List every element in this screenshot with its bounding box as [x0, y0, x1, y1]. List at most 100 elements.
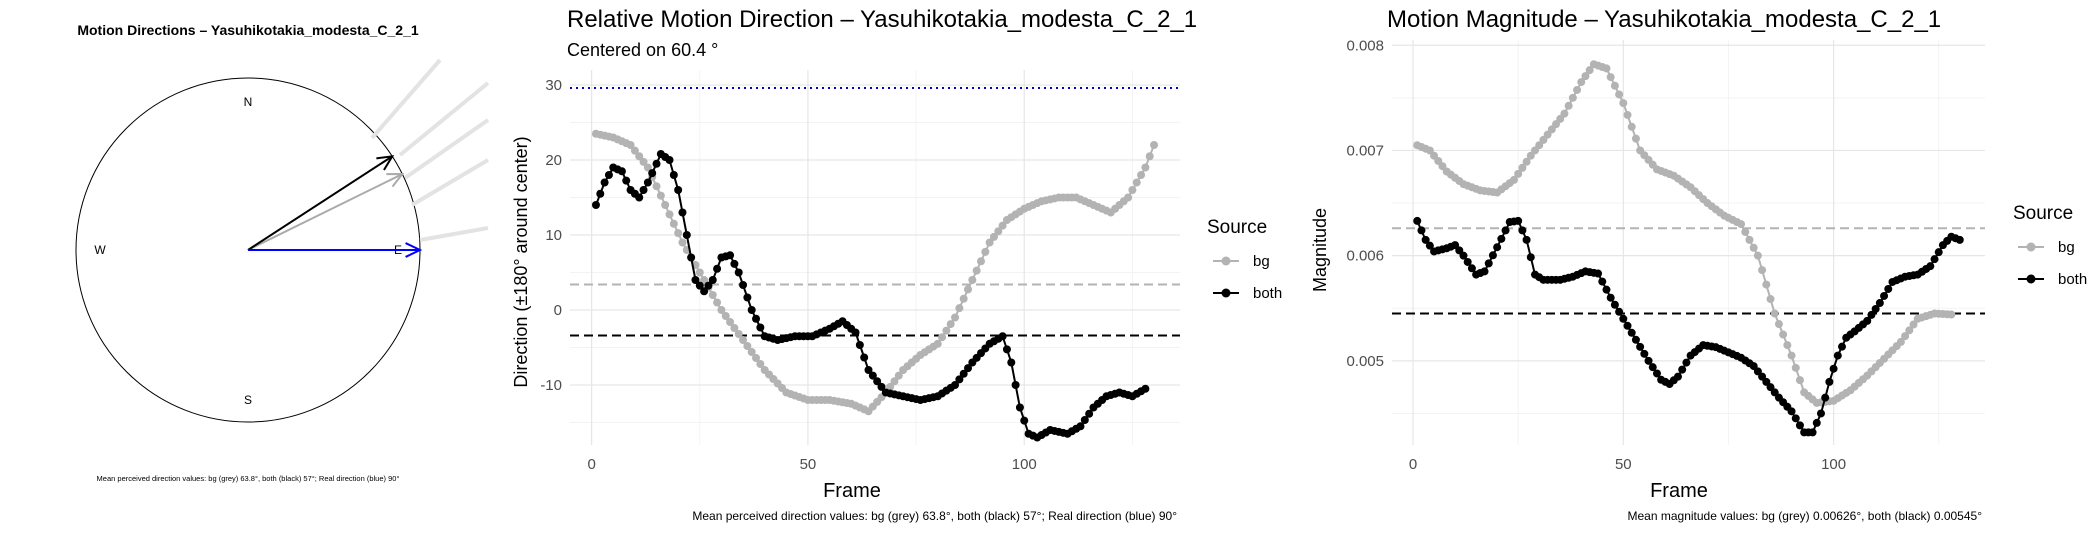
series-bg-point	[639, 157, 648, 166]
series-both-point	[687, 253, 696, 262]
series-both-point	[1884, 284, 1893, 293]
series-bg-point	[1779, 330, 1788, 339]
series-both-point	[1648, 363, 1657, 372]
x-tick-label: 50	[1615, 456, 1632, 473]
series-bg-point	[743, 342, 752, 350]
compass-north-label: N	[244, 95, 253, 109]
x-tick-label: 0	[587, 456, 595, 473]
magnitude-legend-title: Source	[2013, 203, 2073, 224]
direction-legend-title: Source	[1207, 217, 1267, 238]
series-bg-point	[1737, 220, 1746, 229]
series-both-point	[1652, 369, 1661, 378]
series-bg-point	[734, 330, 743, 338]
series-both-point	[691, 276, 700, 284]
series-bg-point	[1124, 193, 1133, 202]
series-both-point	[1080, 416, 1089, 424]
series-both-point	[1459, 251, 1468, 260]
magnitude-footnote: Mean magnitude values: bg (grey) 0.00626…	[1628, 509, 1983, 523]
series-bg-point	[1749, 243, 1758, 252]
series-both-point	[1602, 285, 1611, 294]
series-bg-point	[700, 276, 709, 284]
magnitude-panel: Motion Magnitude – Yasuhikotakia_modesta…	[1310, 6, 2087, 523]
series-bg-point	[1627, 122, 1636, 131]
series-bg-point	[998, 221, 1007, 230]
series-bg-point	[1623, 110, 1632, 119]
sky-line	[403, 118, 490, 180]
series-bg-point	[708, 291, 717, 299]
series-both-point	[635, 193, 644, 202]
compass-west-label: W	[94, 243, 106, 257]
series-both-point	[1829, 364, 1838, 373]
series-both-point	[1480, 267, 1489, 276]
series-both-point	[1497, 234, 1506, 243]
series-both-point	[1930, 255, 1939, 264]
series-bg-line	[1416, 63, 1952, 404]
series-both-point	[1417, 226, 1426, 235]
y-tick-label: -10	[540, 377, 562, 394]
series-bg-point	[1896, 337, 1905, 346]
series-both-point	[713, 264, 722, 273]
series-bg-point	[1745, 235, 1754, 244]
series-bg-point	[1145, 152, 1154, 161]
series-both-point	[1076, 422, 1085, 431]
series-bg-point	[752, 354, 761, 362]
series-bg-point	[946, 320, 955, 329]
magnitude-x-label: Frame	[1650, 480, 1708, 502]
series-bg-point	[1791, 363, 1800, 372]
series-both-point	[1467, 264, 1476, 273]
series-both-point	[1421, 235, 1430, 244]
series-bg-point	[1615, 90, 1624, 99]
direction-reference-lines	[570, 87, 1180, 337]
series-bg-point	[678, 238, 687, 247]
series-bg-point	[1128, 186, 1137, 194]
direction-y-ticks: -10 0 10 20 30	[540, 77, 562, 394]
series-both-point	[1518, 226, 1527, 235]
series-bg-point	[721, 312, 730, 320]
series-bg-point	[959, 294, 968, 303]
series-both-point	[864, 366, 873, 374]
series-both-point	[1812, 418, 1821, 427]
magnitude-grid	[1392, 40, 1985, 445]
series-both-point	[1871, 304, 1880, 313]
series-both-point	[1795, 421, 1804, 430]
series-bg-point	[1564, 101, 1573, 110]
series-both-point	[596, 189, 605, 198]
series-both-point	[1615, 307, 1624, 316]
arrow-both-head	[376, 155, 395, 171]
y-tick-label: 0	[554, 302, 562, 319]
series-both-point	[1875, 298, 1884, 307]
series-bg-point	[994, 227, 1003, 236]
series-both-point	[1934, 248, 1943, 257]
series-both-point	[1838, 342, 1847, 351]
series-both-point	[1682, 358, 1691, 367]
series-bg-point	[713, 298, 722, 307]
series-both-point	[1594, 269, 1603, 278]
series-bg-point	[1619, 99, 1628, 108]
series-bg-point	[1141, 163, 1150, 172]
series-both-point	[1627, 328, 1636, 337]
series-both-point	[674, 186, 683, 194]
series-both-point	[851, 328, 860, 337]
direction-subtitle: Centered on 60.4 °	[567, 40, 718, 60]
series-both-point	[1514, 216, 1523, 225]
series-both-point	[1002, 345, 1011, 354]
series-bg-point	[1774, 320, 1783, 329]
series-both-point	[1425, 241, 1434, 250]
series-bg-point	[886, 382, 895, 391]
series-both-point	[1488, 251, 1497, 260]
series-both-point	[730, 259, 739, 268]
direction-title: Relative Motion Direction – Yasuhikotaki…	[567, 6, 1197, 33]
y-tick-label: 0.008	[1346, 37, 1384, 54]
y-tick-label: 30	[545, 77, 562, 94]
series-both-point	[1926, 262, 1935, 271]
series-bg-point	[976, 257, 985, 266]
series-bg-point	[1795, 376, 1804, 385]
series-both-point	[1678, 365, 1687, 374]
series-both-point	[617, 167, 626, 176]
series-bg-point	[955, 304, 964, 313]
series-both-point	[1007, 358, 1016, 367]
series-bg-point	[726, 318, 735, 326]
series-both-point	[1955, 235, 1964, 244]
series-both-point	[1015, 403, 1024, 412]
direction-legend: bg both	[1213, 253, 1282, 302]
